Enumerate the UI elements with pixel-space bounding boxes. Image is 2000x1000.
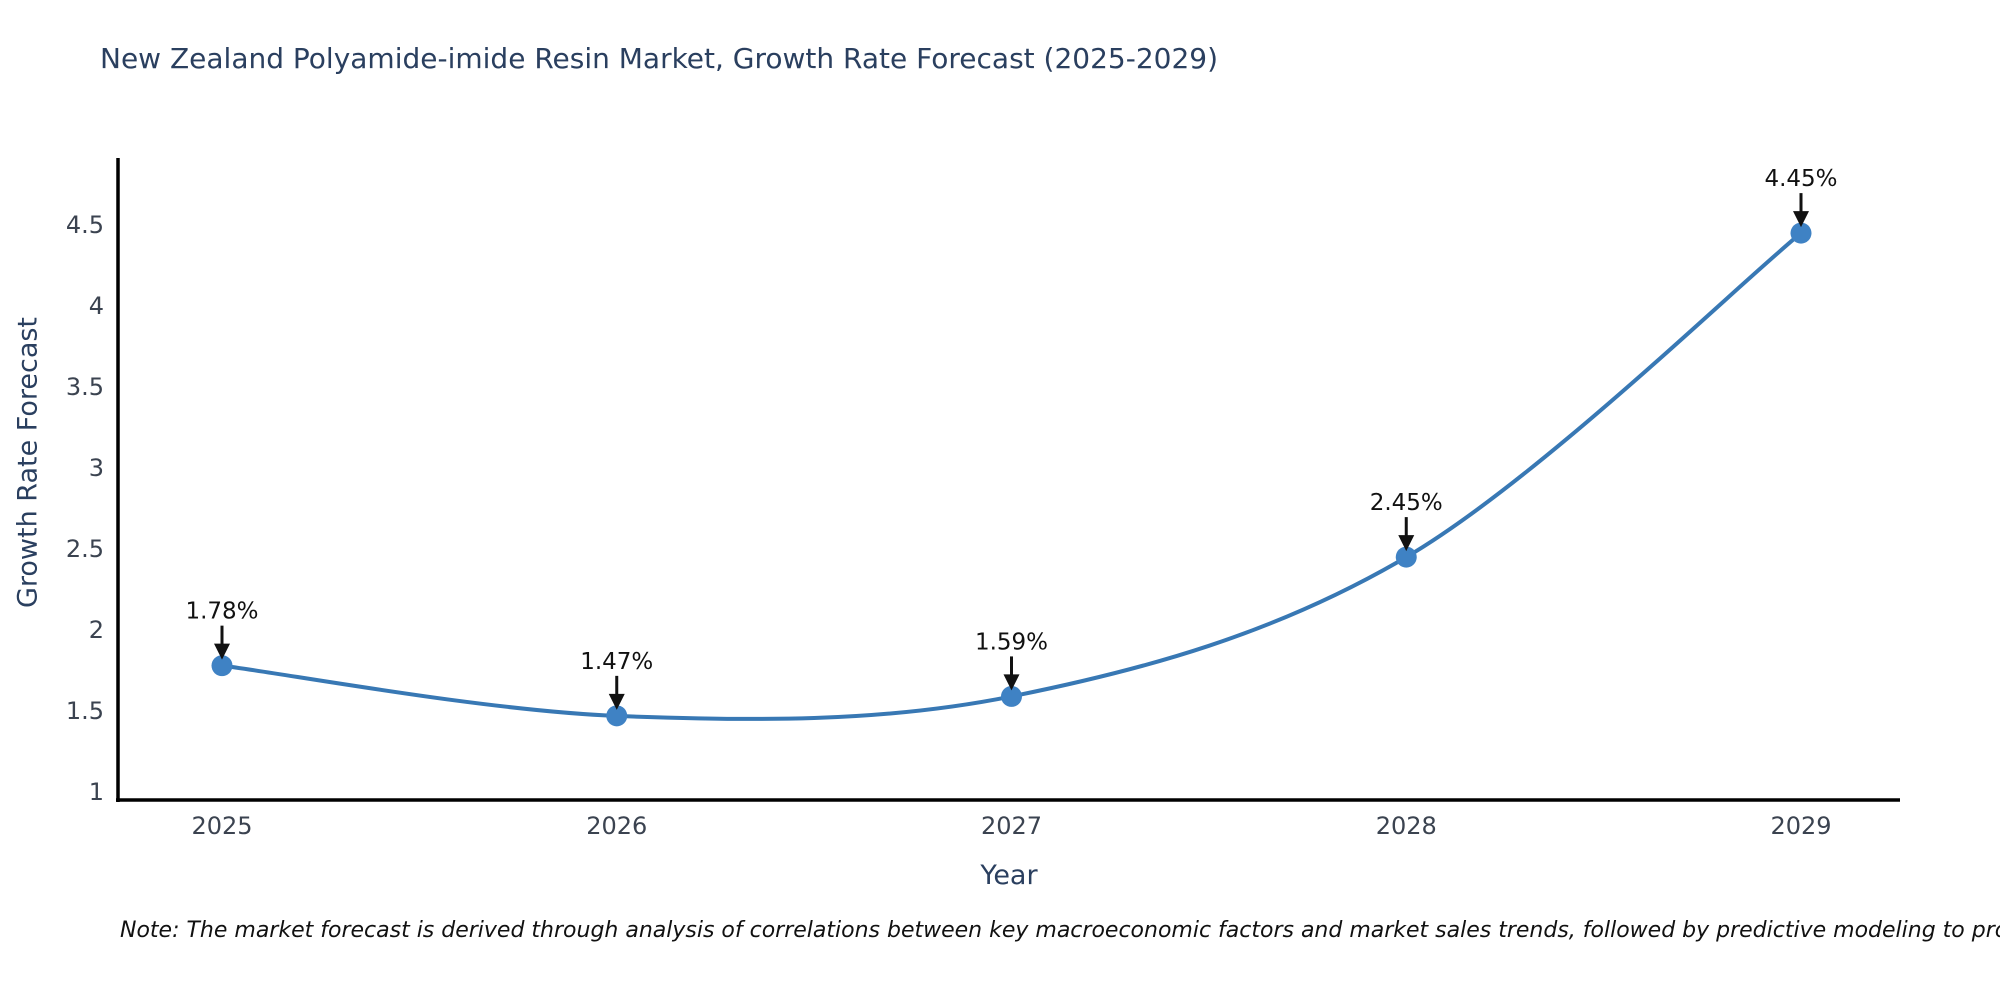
y-tick-label: 1.5	[66, 697, 104, 725]
x-tick-label: 2025	[191, 812, 252, 840]
annotation-label: 1.59%	[975, 629, 1048, 655]
y-tick-label: 4	[89, 292, 104, 320]
chart-title: New Zealand Polyamide-imide Resin Market…	[100, 42, 1219, 75]
data-point	[1001, 685, 1022, 707]
annotation-arrowhead	[1003, 674, 1020, 691]
x-axis-title: Year	[980, 860, 1038, 891]
x-tick-label: 2029	[1770, 812, 1831, 840]
data-point	[211, 655, 233, 677]
annotation-arrowhead	[608, 693, 625, 710]
x-tick-label: 2028	[1376, 812, 1437, 840]
annotation-label: 2.45%	[1370, 490, 1443, 516]
annotation-arrowhead	[214, 643, 230, 660]
annotation-label: 1.78%	[185, 599, 258, 625]
annotation-arrowhead	[1398, 535, 1415, 552]
annotation-label: 1.47%	[580, 649, 653, 675]
data-point	[1395, 546, 1417, 568]
x-tick-label: 2026	[586, 812, 647, 840]
y-tick-label: 3.5	[66, 373, 104, 401]
y-tick-label: 1	[89, 778, 104, 806]
data-point	[1790, 222, 1812, 244]
annotation-label: 4.45%	[1764, 166, 1837, 192]
line-series	[220, 231, 1803, 721]
y-tick-label: 4.5	[66, 211, 104, 239]
data-point	[606, 705, 628, 727]
annotation-arrowhead	[1793, 211, 1809, 228]
y-tick-label: 2.5	[66, 535, 104, 563]
y-tick-label: 3	[89, 454, 104, 482]
y-tick-label: 2	[89, 616, 104, 644]
x-tick-label: 2027	[981, 812, 1042, 840]
note-text: Note: The market forecast is derived thr…	[120, 918, 2000, 943]
